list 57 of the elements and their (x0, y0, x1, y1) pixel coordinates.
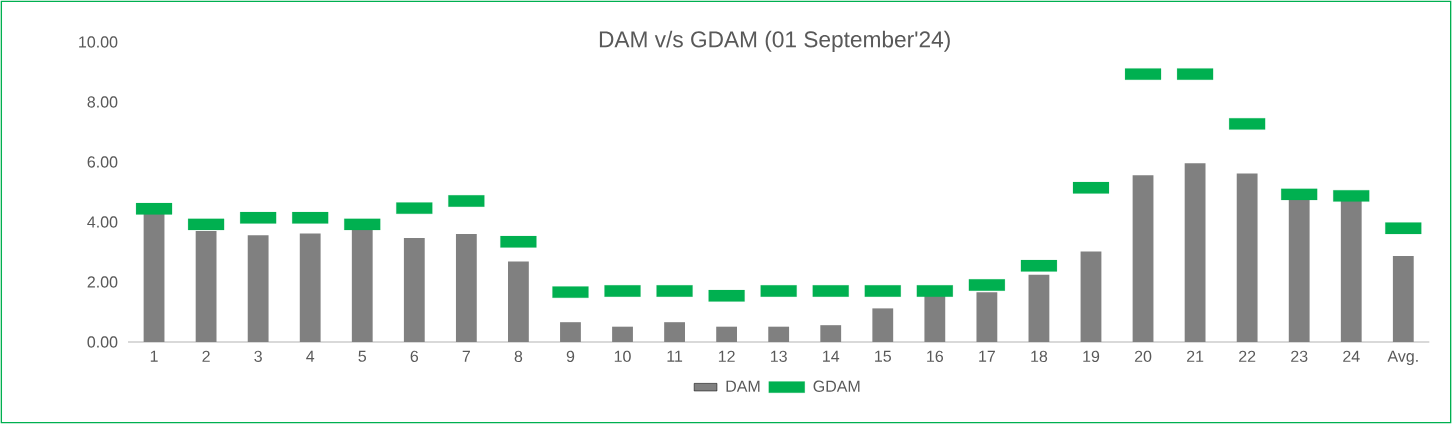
x-tick-label: 5 (358, 350, 367, 362)
bar (195, 230, 217, 342)
y-tick-label: 10.00 (79, 36, 118, 48)
bar (768, 326, 790, 342)
x-tick-label: 9 (566, 350, 575, 363)
y-tick-label: 0.00 (87, 336, 118, 348)
y-tick-label: 6.00 (87, 156, 118, 168)
bar (872, 308, 894, 342)
x-tick-label: 4 (306, 350, 315, 362)
x-tick-label: 18 (1031, 350, 1048, 363)
bar (1340, 199, 1362, 342)
bar (820, 325, 842, 342)
bar (1392, 255, 1414, 342)
x-tick-label: 8 (514, 350, 523, 363)
bar (716, 326, 738, 342)
bar (664, 322, 685, 342)
bar (560, 322, 581, 342)
bar (508, 261, 529, 342)
x-tick-label: 21 (1186, 350, 1204, 362)
x-tick-label: 17 (979, 350, 995, 362)
bar (976, 292, 998, 342)
x-tick-label: 13 (770, 350, 787, 363)
legend-label: GDAM (813, 380, 860, 392)
x-tick-label: 2 (202, 350, 210, 362)
x-tick-label: 24 (1343, 350, 1360, 362)
x-tick-label: 7 (462, 350, 470, 362)
bar (1080, 251, 1102, 342)
chart-title: DAM v/s GDAM (01 September'24) (599, 30, 950, 52)
x-tick-label: 19 (1083, 350, 1100, 363)
x-tick-label: 3 (254, 350, 262, 363)
bar (612, 326, 633, 342)
bar (1132, 175, 1154, 342)
x-tick-label: 20 (1134, 350, 1152, 363)
x-tick-label: 11 (667, 350, 683, 362)
bar (1236, 173, 1258, 342)
x-tick-label: 15 (875, 350, 891, 362)
x-tick-label: 14 (823, 350, 840, 362)
x-tick-label: 23 (1291, 350, 1308, 363)
x-tick-label: 1 (150, 350, 158, 362)
x-tick-label: 6 (410, 350, 419, 363)
bar (299, 233, 321, 342)
bar (247, 235, 269, 342)
y-tick-label: 8.00 (87, 96, 118, 108)
x-tick-label: 16 (927, 350, 944, 363)
y-tick-label: 2.00 (87, 276, 118, 288)
x-tick-label: 12 (718, 350, 735, 362)
x-tick-label: Avg. (1387, 350, 1418, 366)
x-tick-label: 10 (614, 350, 631, 363)
bar (403, 237, 425, 342)
bar (455, 233, 477, 342)
legend-label: DAM (726, 380, 760, 392)
x-tick-label: 22 (1239, 350, 1256, 362)
bar (1028, 274, 1050, 342)
y-tick-label: 4.00 (87, 216, 118, 228)
bar (1184, 163, 1206, 342)
bar (924, 295, 946, 342)
bar (143, 212, 165, 342)
